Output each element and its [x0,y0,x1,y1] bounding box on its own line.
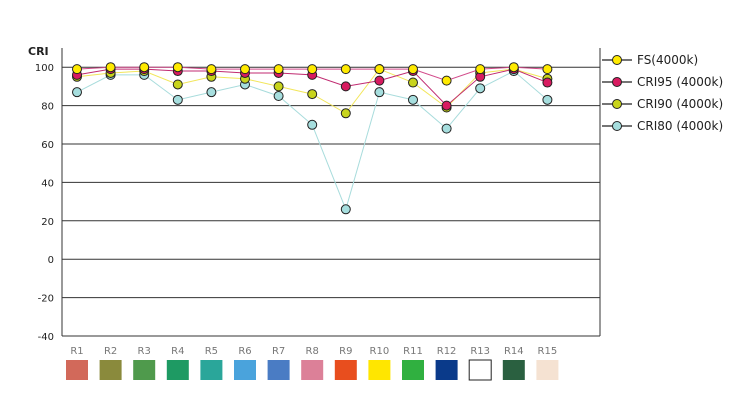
x-tick-label: R4 [171,346,184,357]
series-0 [72,62,553,86]
data-point [307,64,318,75]
y-tick-label: 40 [41,178,54,189]
x-tick-label: R9 [339,346,352,357]
y-axis-label: CRI [28,45,49,58]
legend-item: CRI80 (4000k) [602,119,723,133]
data-point [72,87,82,98]
data-point [374,64,385,75]
y-tick-label: -20 [38,294,54,305]
data-point [475,64,486,75]
data-point [340,108,351,119]
data-point [374,87,385,98]
color-swatch [133,360,156,380]
x-tick-label: R11 [403,346,423,357]
data-point [542,94,553,105]
color-swatch [468,359,492,381]
data-point [206,64,217,75]
data-point [542,77,553,88]
legend-label: FS(4000k) [637,53,698,67]
legend-marker [612,77,622,87]
data-point [172,94,183,105]
legend-label: CRI95 (4000k) [637,75,723,89]
legend-label: CRI80 (4000k) [637,119,723,133]
data-point [72,64,82,75]
data-point [408,94,418,105]
data-point [542,64,553,75]
x-tick-label: R10 [370,346,390,357]
data-point [374,75,385,86]
data-point [139,62,150,73]
color-swatch [502,360,525,380]
x-tick-label: R7 [272,346,285,357]
color-swatch [368,360,391,380]
legend-label: CRI90 (4000k) [637,97,723,111]
color-swatch [536,360,559,380]
legend-marker [612,99,622,109]
data-point [273,64,284,75]
color-swatch [99,360,122,380]
data-point [408,64,418,75]
x-tick-label: R8 [306,346,319,357]
data-point [508,62,519,73]
data-point [273,91,284,101]
color-swatch [234,360,256,380]
data-point [307,89,318,100]
x-tick-label: R1 [70,346,83,357]
data-point [307,119,318,130]
legend-item: FS(4000k) [602,53,698,67]
y-tick-label: 100 [35,63,54,74]
y-tick-label: -40 [38,332,54,343]
legend-marker [612,121,622,131]
data-point [172,62,183,73]
series-3 [72,66,553,215]
x-tick-label: R5 [205,346,218,357]
data-point [441,100,452,111]
data-point [273,81,284,92]
legend-item: CRI90 (4000k) [602,97,723,111]
color-swatch [301,360,324,380]
y-tick-label: 0 [48,255,54,266]
data-point [240,64,250,75]
legend-item: CRI95 (4000k) [602,75,723,89]
x-tick-label: R6 [238,346,251,357]
data-point [441,123,452,134]
x-tick-label: R14 [504,346,524,357]
x-tick-label: R13 [470,346,490,357]
data-point [105,62,116,73]
color-swatch [200,360,223,380]
data-point [340,64,351,75]
color-swatch [402,360,424,380]
x-tick-label: R15 [538,346,558,357]
legend-marker [612,55,622,65]
color-swatch [166,360,189,380]
y-tick-label: 80 [41,102,54,113]
color-swatch [435,360,458,380]
y-tick-label: 20 [41,217,54,228]
data-point [340,204,351,215]
data-point [475,83,486,94]
color-swatch [66,360,88,380]
data-point [340,81,351,92]
data-point [408,77,418,88]
x-tick-label: R12 [437,346,457,357]
color-swatch [334,360,357,380]
color-swatch [267,360,290,380]
x-tick-label: R3 [138,346,151,357]
data-point [441,75,452,86]
data-point [172,79,183,90]
data-point [206,87,217,98]
x-tick-label: R2 [104,346,117,357]
y-tick-label: 60 [41,140,54,151]
